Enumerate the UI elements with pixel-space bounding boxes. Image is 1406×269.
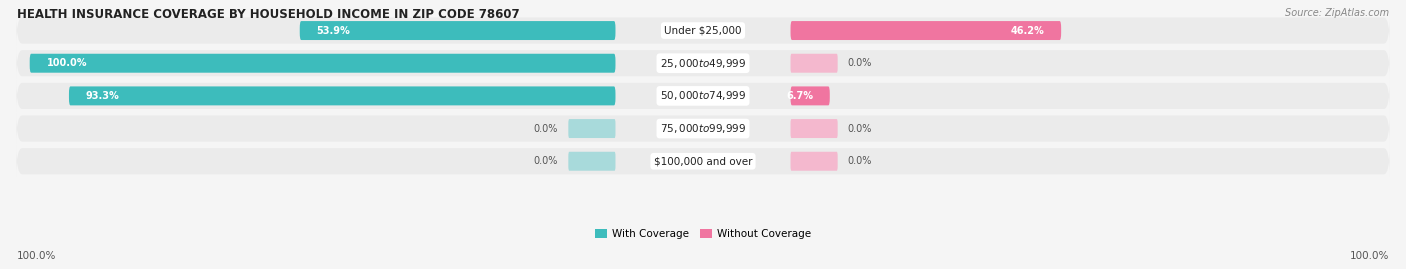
- Text: 6.7%: 6.7%: [786, 91, 813, 101]
- Text: 0.0%: 0.0%: [534, 123, 558, 134]
- Text: 53.9%: 53.9%: [316, 26, 350, 36]
- Text: $50,000 to $74,999: $50,000 to $74,999: [659, 89, 747, 102]
- FancyBboxPatch shape: [790, 86, 830, 105]
- FancyBboxPatch shape: [790, 21, 1062, 40]
- FancyBboxPatch shape: [568, 119, 616, 138]
- FancyBboxPatch shape: [30, 54, 616, 73]
- Text: 0.0%: 0.0%: [534, 156, 558, 166]
- Text: Under $25,000: Under $25,000: [664, 26, 742, 36]
- Text: 0.0%: 0.0%: [848, 156, 872, 166]
- Text: $75,000 to $99,999: $75,000 to $99,999: [659, 122, 747, 135]
- Legend: With Coverage, Without Coverage: With Coverage, Without Coverage: [591, 225, 815, 243]
- Text: 100.0%: 100.0%: [1350, 251, 1389, 261]
- Text: $25,000 to $49,999: $25,000 to $49,999: [659, 57, 747, 70]
- Text: 0.0%: 0.0%: [848, 123, 872, 134]
- Text: 46.2%: 46.2%: [1011, 26, 1045, 36]
- Text: 100.0%: 100.0%: [46, 58, 87, 68]
- FancyBboxPatch shape: [17, 113, 1389, 144]
- Text: Source: ZipAtlas.com: Source: ZipAtlas.com: [1285, 8, 1389, 18]
- Text: 100.0%: 100.0%: [17, 251, 56, 261]
- FancyBboxPatch shape: [17, 15, 1389, 46]
- FancyBboxPatch shape: [69, 86, 616, 105]
- FancyBboxPatch shape: [568, 152, 616, 171]
- FancyBboxPatch shape: [790, 119, 838, 138]
- Text: 93.3%: 93.3%: [86, 91, 120, 101]
- FancyBboxPatch shape: [17, 146, 1389, 177]
- Text: HEALTH INSURANCE COVERAGE BY HOUSEHOLD INCOME IN ZIP CODE 78607: HEALTH INSURANCE COVERAGE BY HOUSEHOLD I…: [17, 8, 519, 21]
- Text: $100,000 and over: $100,000 and over: [654, 156, 752, 166]
- FancyBboxPatch shape: [790, 54, 838, 73]
- FancyBboxPatch shape: [17, 48, 1389, 79]
- FancyBboxPatch shape: [17, 80, 1389, 112]
- FancyBboxPatch shape: [790, 152, 838, 171]
- FancyBboxPatch shape: [299, 21, 616, 40]
- Text: 0.0%: 0.0%: [848, 58, 872, 68]
